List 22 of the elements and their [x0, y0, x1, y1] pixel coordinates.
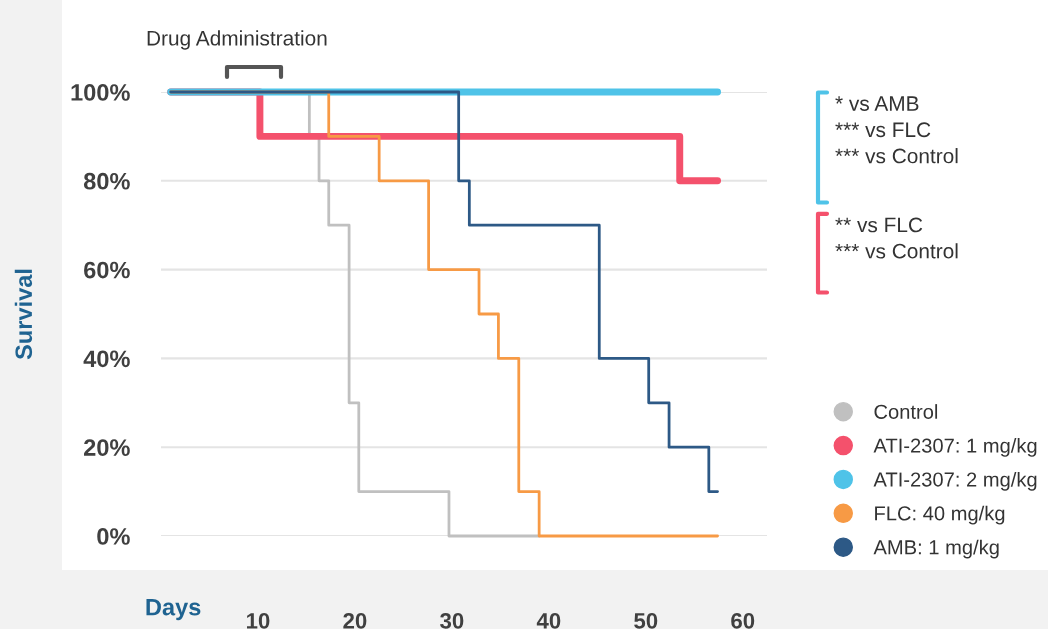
y-tick-label: 0% — [97, 528, 130, 545]
x-tick-label: 10 — [247, 612, 270, 629]
legend-label: FLC: 40 mg/kg — [875, 505, 1005, 525]
text: Drug Administration — [147, 30, 327, 50]
y-tick-label: 80% — [83, 172, 130, 190]
y-tick-label: 60% — [84, 261, 130, 279]
x-tick-label: 60 — [731, 612, 755, 629]
y-tick-label: 100% — [71, 84, 130, 101]
text: * vs AMB *** vs FLC *** vs Control — [835, 96, 958, 164]
y-tick-label: 20% — [84, 439, 130, 456]
legend-label: ATI-2307: 2 mg/kg — [873, 471, 1037, 491]
x-tick-label: 40 — [536, 612, 561, 629]
text: ** vs FLC *** vs Control — [835, 217, 958, 259]
legend-label: AMB: 1 mg/kg — [873, 539, 999, 559]
x-tick-label: 30 — [440, 612, 464, 629]
x-tick-label: 20 — [343, 612, 367, 629]
x-tick-label: 50 — [634, 612, 658, 629]
y-tick-label: 40% — [83, 350, 130, 368]
legend-label: ATI-2307: 1 mg/kg — [873, 438, 1037, 457]
legend-label: Control — [874, 404, 938, 419]
x-axis-title: Days — [146, 599, 201, 621]
y-axis-title: Survival — [14, 269, 33, 360]
